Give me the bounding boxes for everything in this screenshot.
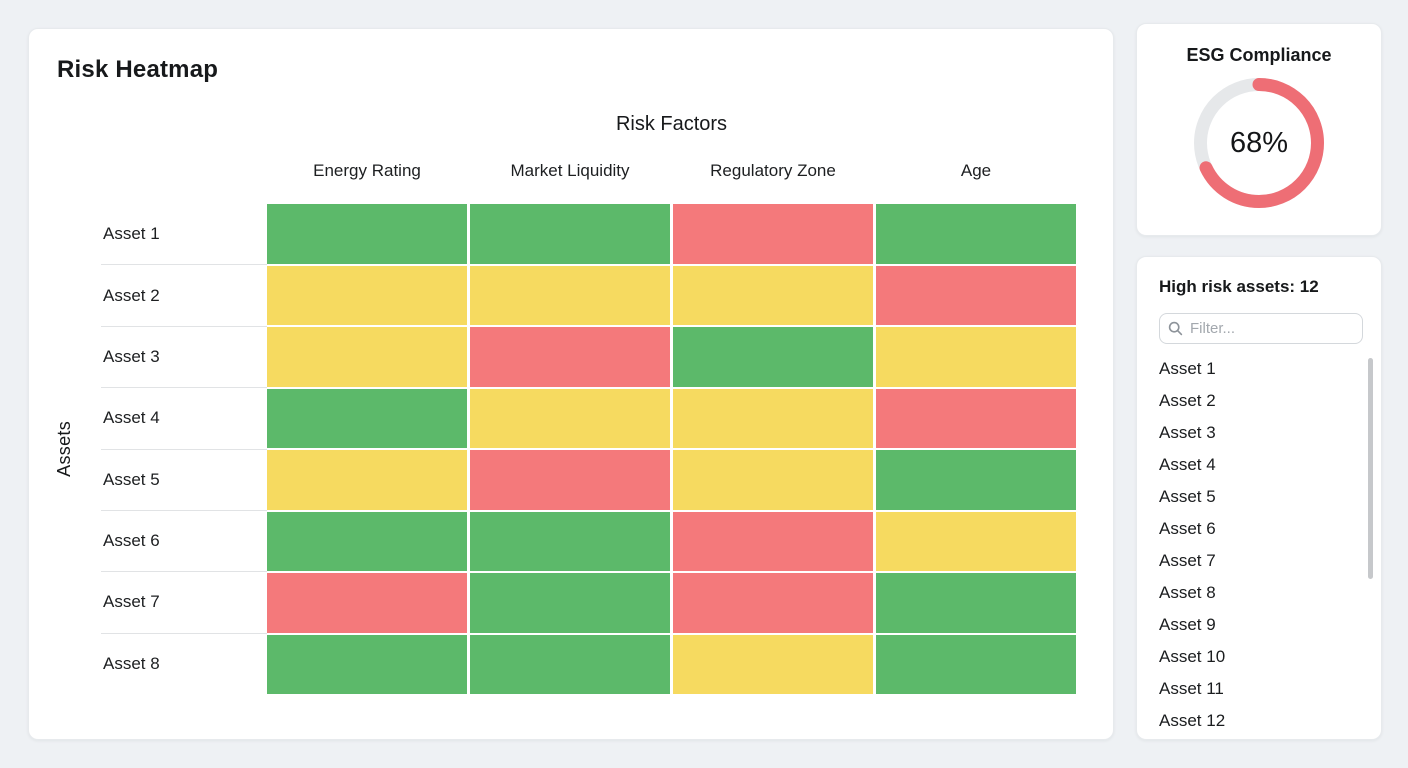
scrollbar-thumb[interactable] [1368, 358, 1373, 579]
heatmap-cell-r8-c1[interactable] [267, 634, 467, 694]
heatmap-cell-r4-c2[interactable] [470, 388, 670, 448]
heatmap-cell-r1-c1[interactable] [267, 204, 467, 264]
row-label: Asset 7 [101, 572, 267, 634]
row-label: Asset 8 [103, 653, 160, 673]
heatmap-cell-r3-c3[interactable] [673, 327, 873, 387]
column-header: Age [960, 161, 992, 180]
y-axis-title: Assets [45, 204, 83, 694]
heatmap-cell-r7-c1[interactable] [267, 573, 467, 633]
heatmap-cell-r7-c2[interactable] [470, 573, 670, 633]
heatmap-cell-r5-c4[interactable] [876, 450, 1076, 510]
esg-donut-chart: 68% [1194, 78, 1324, 208]
esg-compliance-card: ESG Compliance 68% [1136, 23, 1382, 236]
row-label: Asset 5 [101, 450, 267, 511]
asset-list-item[interactable]: Asset 6 [1159, 519, 1216, 538]
filter-box [1159, 313, 1363, 344]
heatmap-cell-r1-c4[interactable] [876, 204, 1076, 264]
column-headers: Energy Rating Market Liquidity Regulatory … [267, 161, 1076, 187]
asset-list-item[interactable]: Asset 7 [1159, 551, 1216, 570]
donut-value-ring [1194, 78, 1324, 208]
heatmap-cell-r2-c3[interactable] [673, 265, 873, 325]
esg-percent-value: 68% [1229, 126, 1289, 159]
heatmap-cell-r1-c3[interactable] [673, 204, 873, 264]
asset-list: Asset 1 Asset 2 Asset 3 Asset 4 Asset 5 Asset… [1159, 353, 1359, 737]
asset-list-item[interactable]: Asset 8 [1159, 583, 1216, 602]
row-label: Asset 4 [101, 388, 267, 450]
heatmap-cell-r5-c2[interactable] [470, 450, 670, 510]
y-axis-title-text: Assets [53, 421, 74, 477]
asset-list-item[interactable]: Asset 3 [1159, 423, 1216, 442]
heatmap-cell-r4-c4[interactable] [876, 388, 1076, 448]
esg-card-title: ESG Compliance [1186, 45, 1332, 65]
x-axis-title: Risk Factors [615, 113, 728, 135]
heatmap-cell-r7-c4[interactable] [876, 573, 1076, 633]
heatmap-grid [267, 204, 1076, 694]
heatmap-cell-r8-c2[interactable] [470, 634, 670, 694]
heatmap-cell-r4-c1[interactable] [267, 388, 467, 448]
heatmap-cell-r6-c2[interactable] [470, 511, 670, 571]
heatmap-cell-r6-c4[interactable] [876, 511, 1076, 571]
column-header: Regulatory Zone [710, 161, 836, 180]
heatmap-cell-r2-c2[interactable] [470, 265, 670, 325]
asset-list-item[interactable]: Asset 11 [1159, 679, 1224, 698]
asset-list-item[interactable]: Asset 12 [1159, 711, 1226, 730]
heatmap-cell-r2-c1[interactable] [267, 265, 467, 325]
heatmap-cell-r8-c3[interactable] [673, 634, 873, 694]
heatmap-cell-r6-c3[interactable] [673, 511, 873, 571]
heatmap-cell-r3-c4[interactable] [876, 327, 1076, 387]
heatmap-cell-r2-c4[interactable] [876, 265, 1076, 325]
heatmap-cell-r3-c2[interactable] [470, 327, 670, 387]
heatmap-cell-r8-c4[interactable] [876, 634, 1076, 694]
column-header: Energy Rating [313, 161, 421, 180]
asset-list-item[interactable]: Asset 10 [1159, 647, 1226, 666]
heatmap-cell-r6-c1[interactable] [267, 511, 467, 571]
asset-list-item[interactable]: Asset 4 [1159, 455, 1216, 474]
row-label: Asset 6 [101, 511, 267, 573]
asset-list-item[interactable]: Asset 1 [1159, 359, 1216, 378]
asset-list-item[interactable]: Asset 2 [1159, 391, 1216, 410]
heatmap-cell-r5-c1[interactable] [267, 450, 467, 510]
row-label: Asset 3 [101, 327, 267, 389]
row-label: Asset 1 [101, 204, 267, 266]
row-labels: Asset 1 Asset 2 Asset 3 Asset 4 Asset 5 Asset… [101, 204, 267, 694]
page-title: Risk Heatmap [57, 56, 219, 83]
heatmap-cell-r4-c3[interactable] [673, 388, 873, 448]
filter-input[interactable] [1190, 320, 1354, 337]
asset-list-item[interactable]: Asset 9 [1159, 615, 1216, 634]
high-risk-title: High risk assets: 12 [1159, 277, 1319, 296]
heatmap-cell-r3-c1[interactable] [267, 327, 467, 387]
heatmap-cell-r5-c3[interactable] [673, 450, 873, 510]
heatmap-cell-r1-c2[interactable] [470, 204, 670, 264]
donut-svg [1194, 78, 1324, 208]
risk-heatmap-card: Risk Heatmap Risk Factors Energy Rating M… [28, 28, 1114, 740]
row-label: Asset 2 [101, 265, 267, 327]
heatmap-cell-r7-c3[interactable] [673, 573, 873, 633]
search-icon [1168, 321, 1183, 336]
column-header: Market Liquidity [510, 161, 630, 180]
asset-list-item[interactable]: Asset 5 [1159, 487, 1216, 506]
